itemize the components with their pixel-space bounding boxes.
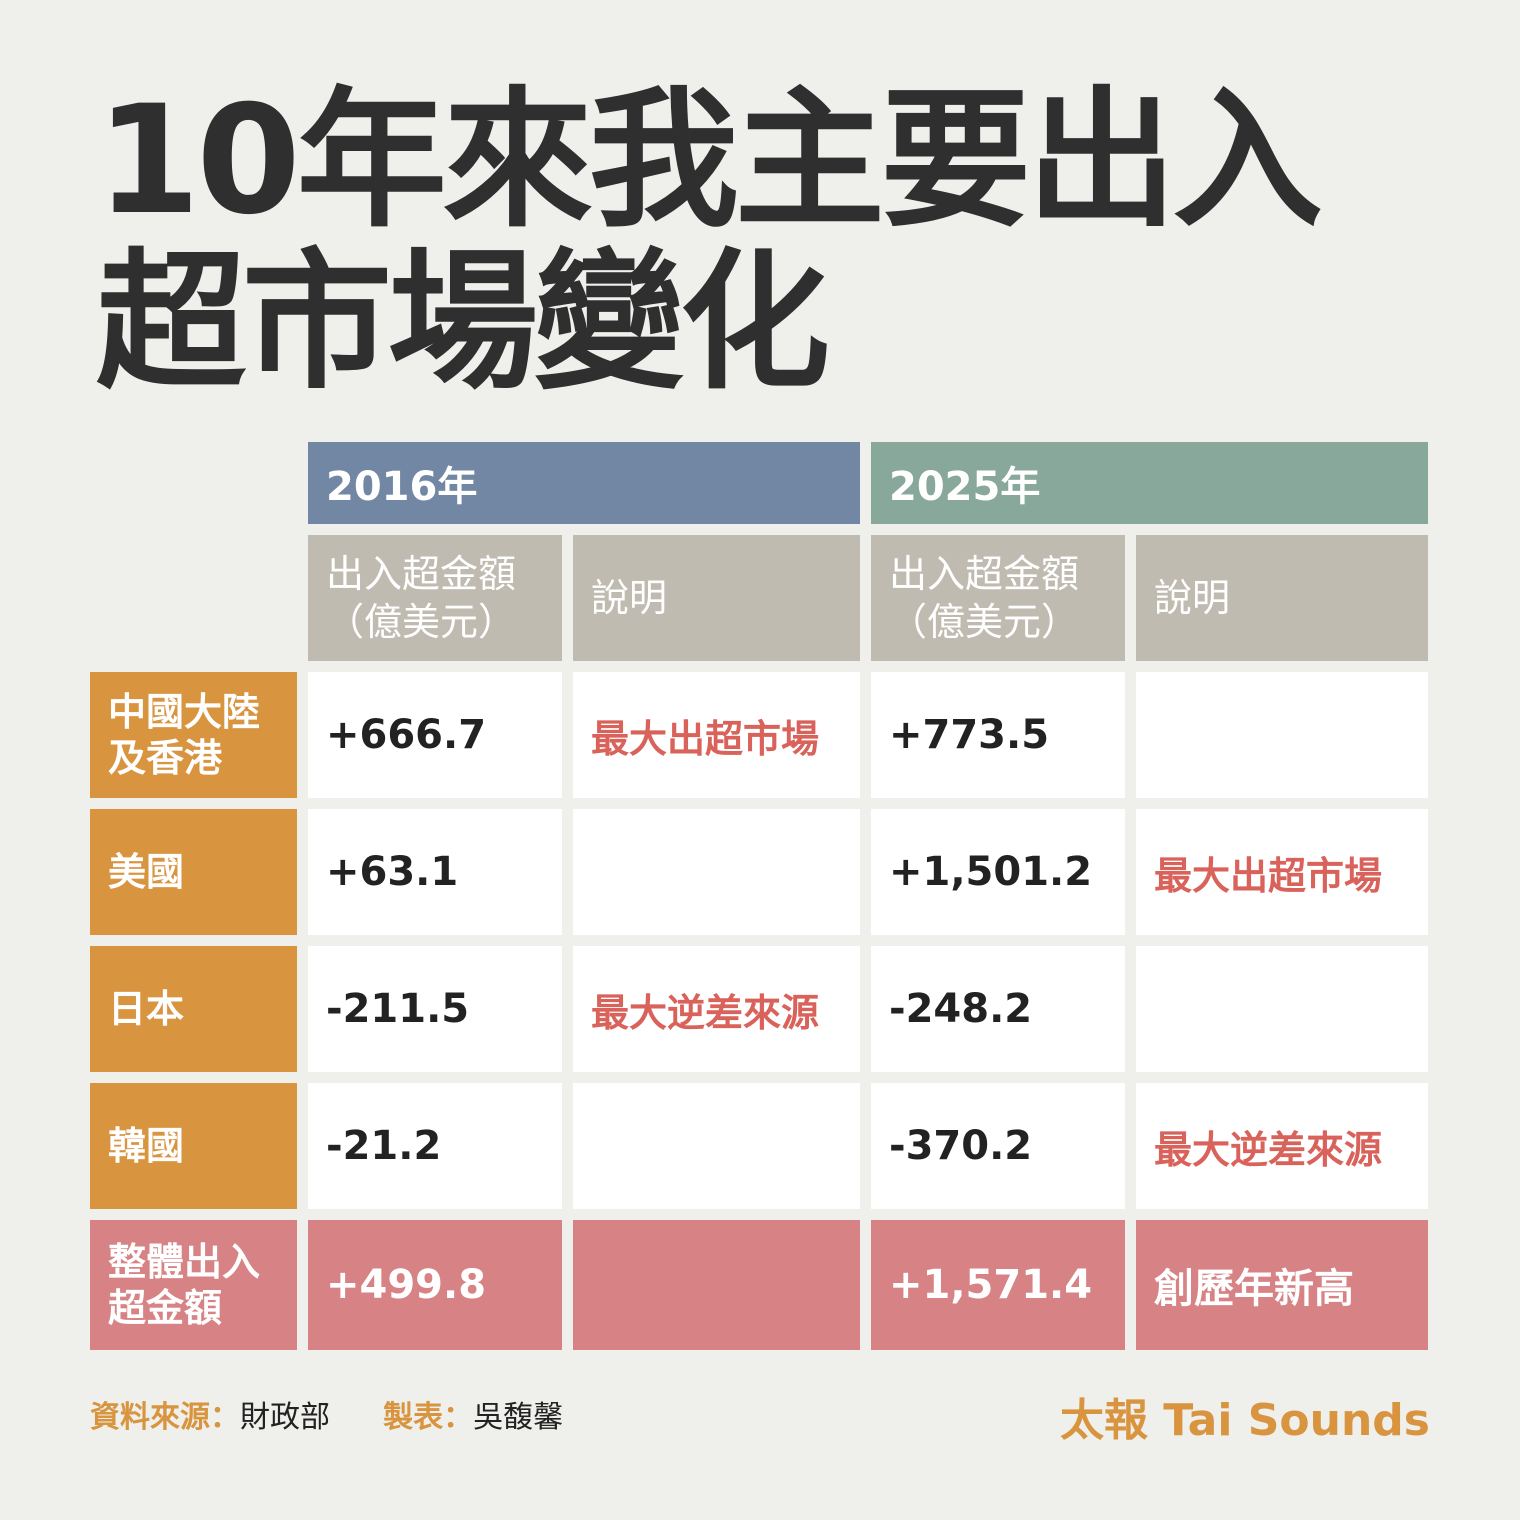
amount-header-2025: 出入超金額 （億美元） — [871, 535, 1125, 661]
year-header-2025: 2025年 — [871, 442, 1428, 524]
note-header-2016: 說明 — [573, 535, 860, 661]
value-2025: -248.2 — [871, 946, 1125, 1072]
value-2016: -211.5 — [308, 946, 562, 1072]
note-2025: 最大出超市場 — [1136, 809, 1428, 935]
value-2016: +63.1 — [308, 809, 562, 935]
footer-credits: 資料來源：財政部 製表：吳馥馨 — [90, 1392, 563, 1436]
note-2016 — [573, 809, 860, 935]
note-2016: 最大逆差來源 — [573, 946, 860, 1072]
total-note-2016 — [573, 1220, 860, 1350]
value-2016: -21.2 — [308, 1083, 562, 1209]
row-label-china: 中國大陸 及香港 — [90, 672, 297, 798]
corner-blank — [90, 442, 297, 524]
row-label-korea: 韓國 — [90, 1083, 297, 1209]
page-title: 10年來我主要出入超市場變化 — [96, 74, 1323, 410]
source-value: 財政部 — [240, 1400, 330, 1435]
brand-logo: 太報 Tai Sounds — [1059, 1395, 1430, 1446]
amount-header-2016: 出入超金額 （億美元） — [308, 535, 562, 661]
note-2016 — [573, 1083, 860, 1209]
total-note-2025: 創歷年新高 — [1136, 1220, 1428, 1350]
value-2025: +1,501.2 — [871, 809, 1125, 935]
note-header-2025: 說明 — [1136, 535, 1428, 661]
year-header-2016: 2016年 — [308, 442, 860, 524]
row-label-japan: 日本 — [90, 946, 297, 1072]
total-value-2016: +499.8 — [308, 1220, 562, 1350]
corner-blank-2 — [90, 535, 297, 661]
row-label-total: 整體出入 超金額 — [90, 1220, 297, 1350]
author-value: 吳馥馨 — [473, 1400, 564, 1435]
author-label: 製表： — [383, 1400, 474, 1435]
trade-table: 2016年 2025年 出入超金額 （億美元） 說明 出入超金額 （億美元） 說… — [90, 442, 1428, 1350]
value-2016: +666.7 — [308, 672, 562, 798]
source-label: 資料來源： — [90, 1400, 240, 1435]
note-2025 — [1136, 672, 1428, 798]
row-label-us: 美國 — [90, 809, 297, 935]
note-2016: 最大出超市場 — [573, 672, 860, 798]
value-2025: +773.5 — [871, 672, 1125, 798]
note-2025: 最大逆差來源 — [1136, 1083, 1428, 1209]
note-2025 — [1136, 946, 1428, 1072]
value-2025: -370.2 — [871, 1083, 1125, 1209]
total-value-2025: +1,571.4 — [871, 1220, 1125, 1350]
